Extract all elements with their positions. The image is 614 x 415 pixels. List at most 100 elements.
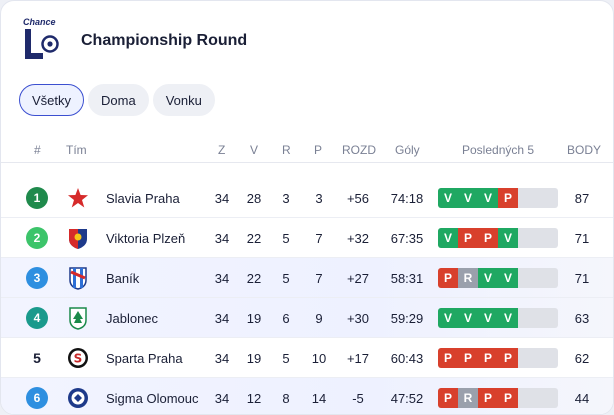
tab-all[interactable]: Všetky: [19, 84, 85, 116]
team-name[interactable]: Baník: [106, 270, 140, 286]
form-result: V: [438, 188, 458, 208]
played-cell: 34: [214, 190, 230, 206]
col-draws: R: [282, 143, 291, 157]
form-result: V: [498, 268, 518, 288]
points-cell: 63: [574, 310, 590, 326]
form-result: P: [438, 348, 458, 368]
points-cell: 44: [574, 390, 590, 406]
points-cell: 87: [574, 190, 590, 206]
goals-cell: 67:35: [390, 230, 424, 246]
tab-home[interactable]: Doma: [88, 84, 149, 116]
table-row[interactable]: 5 S Sparta Praha 34 19 5 10 +17 60:43 62 P P P P: [1, 338, 613, 378]
table-header: # Tím Z V R P ROZD Góly Posledných 5 BOD…: [1, 137, 613, 163]
played-cell: 34: [214, 270, 230, 286]
form-result: P: [458, 228, 478, 248]
team-name[interactable]: Sigma Olomouc: [106, 390, 199, 406]
played-cell: 34: [214, 390, 230, 406]
form-result: V: [478, 188, 498, 208]
losses-cell: 10: [311, 350, 327, 366]
rank-badge: 3: [26, 267, 48, 289]
form-result: P: [438, 268, 458, 288]
team-name[interactable]: Viktoria Plzeň: [106, 230, 186, 246]
diff-cell: +30: [346, 310, 370, 326]
played-cell: 34: [214, 310, 230, 326]
form-result: V: [478, 268, 498, 288]
form-result: V: [498, 308, 518, 328]
col-rank: #: [34, 143, 41, 157]
draws-cell: 8: [282, 390, 290, 406]
diff-cell: +32: [346, 230, 370, 246]
goals-cell: 74:18: [390, 190, 424, 206]
diff-cell: +56: [346, 190, 370, 206]
wins-cell: 19: [246, 310, 262, 326]
table-row[interactable]: 2 Viktoria Plzeň 34 22 5 7 +32 67:35 71 V P P V: [1, 218, 613, 258]
logo-text: Chance: [23, 17, 56, 27]
losses-cell: 7: [315, 270, 323, 286]
col-diff: ROZD: [342, 143, 376, 157]
form-result: V: [458, 308, 478, 328]
col-losses: P: [314, 143, 323, 157]
draws-cell: 5: [282, 230, 290, 246]
form-result: P: [478, 348, 498, 368]
points-cell: 62: [574, 350, 590, 366]
form-result: V: [438, 228, 458, 248]
diff-cell: +27: [346, 270, 370, 286]
losses-cell: 3: [315, 190, 323, 206]
table-row[interactable]: 1 Slavia Praha 34 28 3 3 +56 74:18 87 V V V P: [1, 178, 613, 218]
diff-cell: -5: [352, 390, 364, 406]
rank-badge: 2: [26, 227, 48, 249]
goals-cell: 47:52: [390, 390, 424, 406]
losses-cell: 9: [315, 310, 323, 326]
table-row[interactable]: 6 Sigma Olomouc 34 12 8 14 -5 47:52 44 P R P P: [1, 378, 613, 414]
table-row[interactable]: 3 Baník 34 22 5 7 +27 58:31 71 P R V V: [1, 258, 613, 298]
team-name[interactable]: Slavia Praha: [106, 190, 180, 206]
table-row[interactable]: 4 Jablonec 34 19 6 9 +30 59:29 63 V V V V: [1, 298, 613, 338]
svg-text:S: S: [74, 352, 83, 366]
header: Chance Championship Round: [21, 17, 247, 65]
played-cell: 34: [214, 230, 230, 246]
draws-cell: 6: [282, 310, 290, 326]
form-result: P: [498, 188, 518, 208]
points-cell: 71: [574, 270, 590, 286]
col-played: Z: [218, 143, 226, 157]
wins-cell: 22: [246, 230, 262, 246]
form-result: R: [458, 268, 478, 288]
col-goals: Góly: [395, 143, 420, 157]
logo-mark-icon: [25, 29, 59, 59]
draws-cell: 5: [282, 350, 290, 366]
rank-badge: 4: [26, 307, 48, 329]
filter-tabs: Všetky Doma Vonku: [19, 84, 215, 116]
draws-cell: 5: [282, 270, 290, 286]
draws-cell: 3: [282, 190, 290, 206]
tab-away[interactable]: Vonku: [152, 84, 215, 116]
form-result: P: [458, 348, 478, 368]
wins-cell: 28: [246, 190, 262, 206]
form-result: P: [438, 388, 458, 408]
form-result: V: [438, 308, 458, 328]
losses-cell: 7: [315, 230, 323, 246]
col-last5: Posledných 5: [462, 143, 535, 157]
team-name[interactable]: Sparta Praha: [106, 350, 183, 366]
rank-badge: 1: [26, 187, 48, 209]
wins-cell: 22: [246, 270, 262, 286]
team-name[interactable]: Jablonec: [106, 310, 159, 326]
goals-cell: 59:29: [390, 310, 424, 326]
rank-badge: 6: [26, 387, 48, 409]
form-result: V: [498, 228, 518, 248]
goals-cell: 58:31: [390, 270, 424, 286]
page-title: Championship Round: [81, 32, 248, 49]
form-result: R: [458, 388, 478, 408]
diff-cell: +17: [346, 350, 370, 366]
shield-crest-icon: [67, 226, 89, 250]
goals-cell: 60:43: [390, 350, 424, 366]
s-crest-icon: S: [67, 346, 89, 370]
form-result: V: [458, 188, 478, 208]
league-logo: Chance: [21, 17, 61, 65]
tree-crest-icon: [67, 306, 89, 330]
